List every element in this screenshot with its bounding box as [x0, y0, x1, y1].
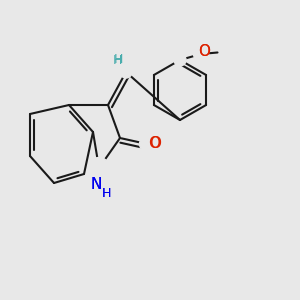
Text: H: H	[112, 53, 122, 67]
Text: O: O	[148, 136, 160, 152]
Circle shape	[120, 66, 132, 78]
Circle shape	[174, 54, 186, 66]
Circle shape	[140, 136, 154, 152]
Circle shape	[194, 46, 208, 62]
Text: N: N	[90, 177, 102, 192]
Text: H: H	[114, 53, 123, 66]
Circle shape	[88, 158, 110, 178]
Text: O: O	[199, 44, 211, 59]
Text: O: O	[149, 136, 161, 152]
Text: H: H	[102, 187, 111, 200]
Text: O: O	[198, 44, 210, 59]
Text: N: N	[90, 177, 102, 192]
Text: H: H	[102, 187, 111, 200]
